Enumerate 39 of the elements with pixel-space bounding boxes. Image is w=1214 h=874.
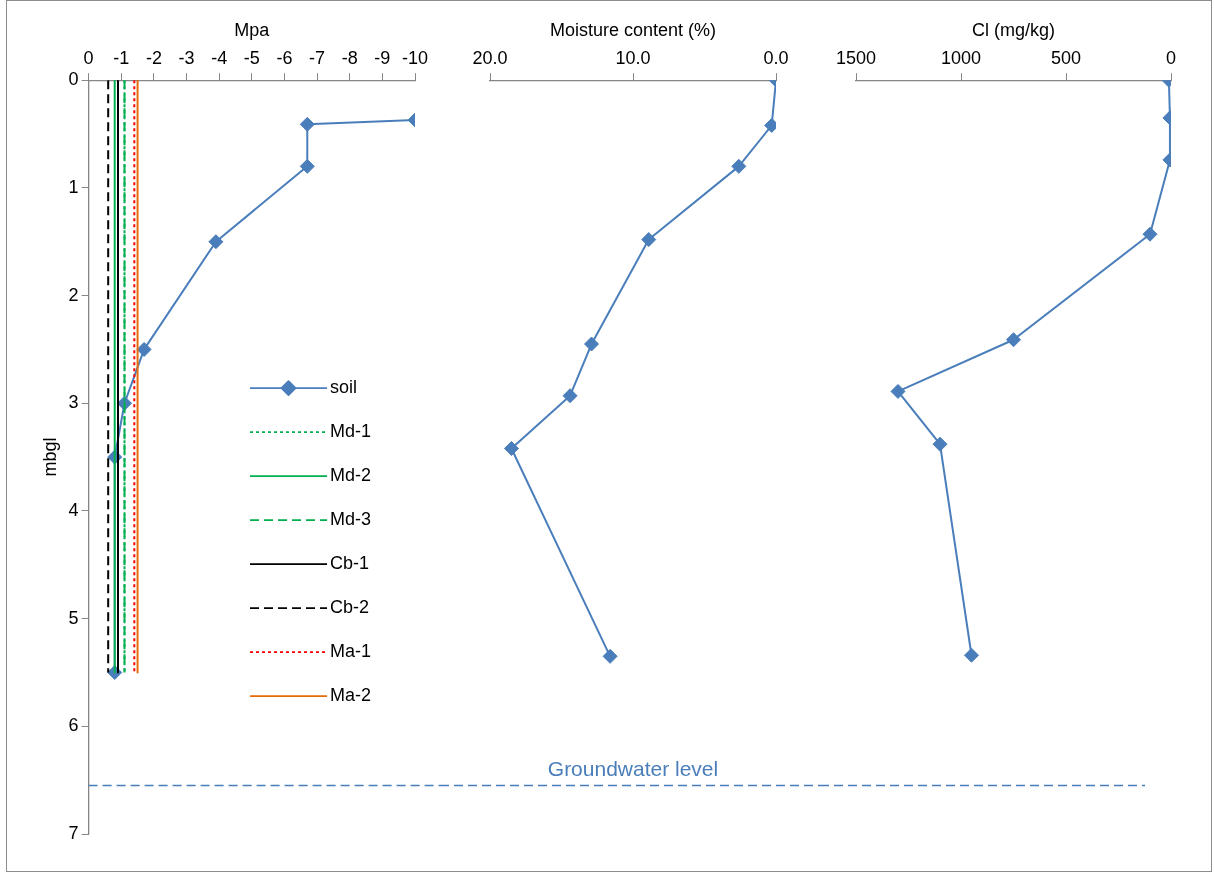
x-tick-label: 0 [1165,48,1177,69]
y-tick-label: 1 [68,176,79,197]
x-axis-title: Moisture content (%) [549,19,717,40]
x-tick-label: -9 [374,48,391,69]
x-tick-label: 20.0 [472,48,508,69]
x-tick-label: 500 [1050,48,1082,69]
x-tick-label: -1 [113,48,130,69]
y-tick-label: 4 [68,499,79,520]
y-tick-label: 0 [68,69,79,90]
legend-label: soil [330,377,358,398]
x-tick-label: 0.0 [763,48,789,69]
legend-label: Md-3 [330,509,372,530]
x-tick-label: -10 [401,48,429,69]
x-tick-label: 1500 [835,48,877,69]
y-tick-label: 7 [68,822,79,843]
x-tick-label: 10.0 [615,48,651,69]
x-tick-label: -8 [341,48,358,69]
y-axis-title: mbgl [39,437,60,477]
y-tick-label: 3 [68,392,79,413]
legend-label: Ma-2 [330,685,372,706]
x-tick-label: -3 [178,48,195,69]
ref-line-label: Groundwater level [547,756,719,780]
x-axis-title: Mpa [234,19,271,40]
y-tick-label: 2 [68,284,79,305]
y-tick-label: 5 [68,607,79,628]
x-tick-label: -4 [211,48,228,69]
x-tick-label: 0 [83,48,94,69]
legend-label: Md-2 [330,465,372,486]
x-tick-label: -7 [309,48,326,69]
legend-label: Md-1 [330,421,372,442]
x-tick-label: -6 [276,48,293,69]
y-tick-label: 6 [68,715,79,736]
x-tick-label: 1000 [940,48,982,69]
legend-label: Cb-2 [330,597,370,618]
x-tick-label: -5 [243,48,260,69]
legend-label: Ma-1 [330,641,372,662]
legend-label: Cb-1 [330,553,370,574]
x-axis-title: Cl (mg/kg) [971,19,1056,40]
x-tick-label: -2 [145,48,162,69]
